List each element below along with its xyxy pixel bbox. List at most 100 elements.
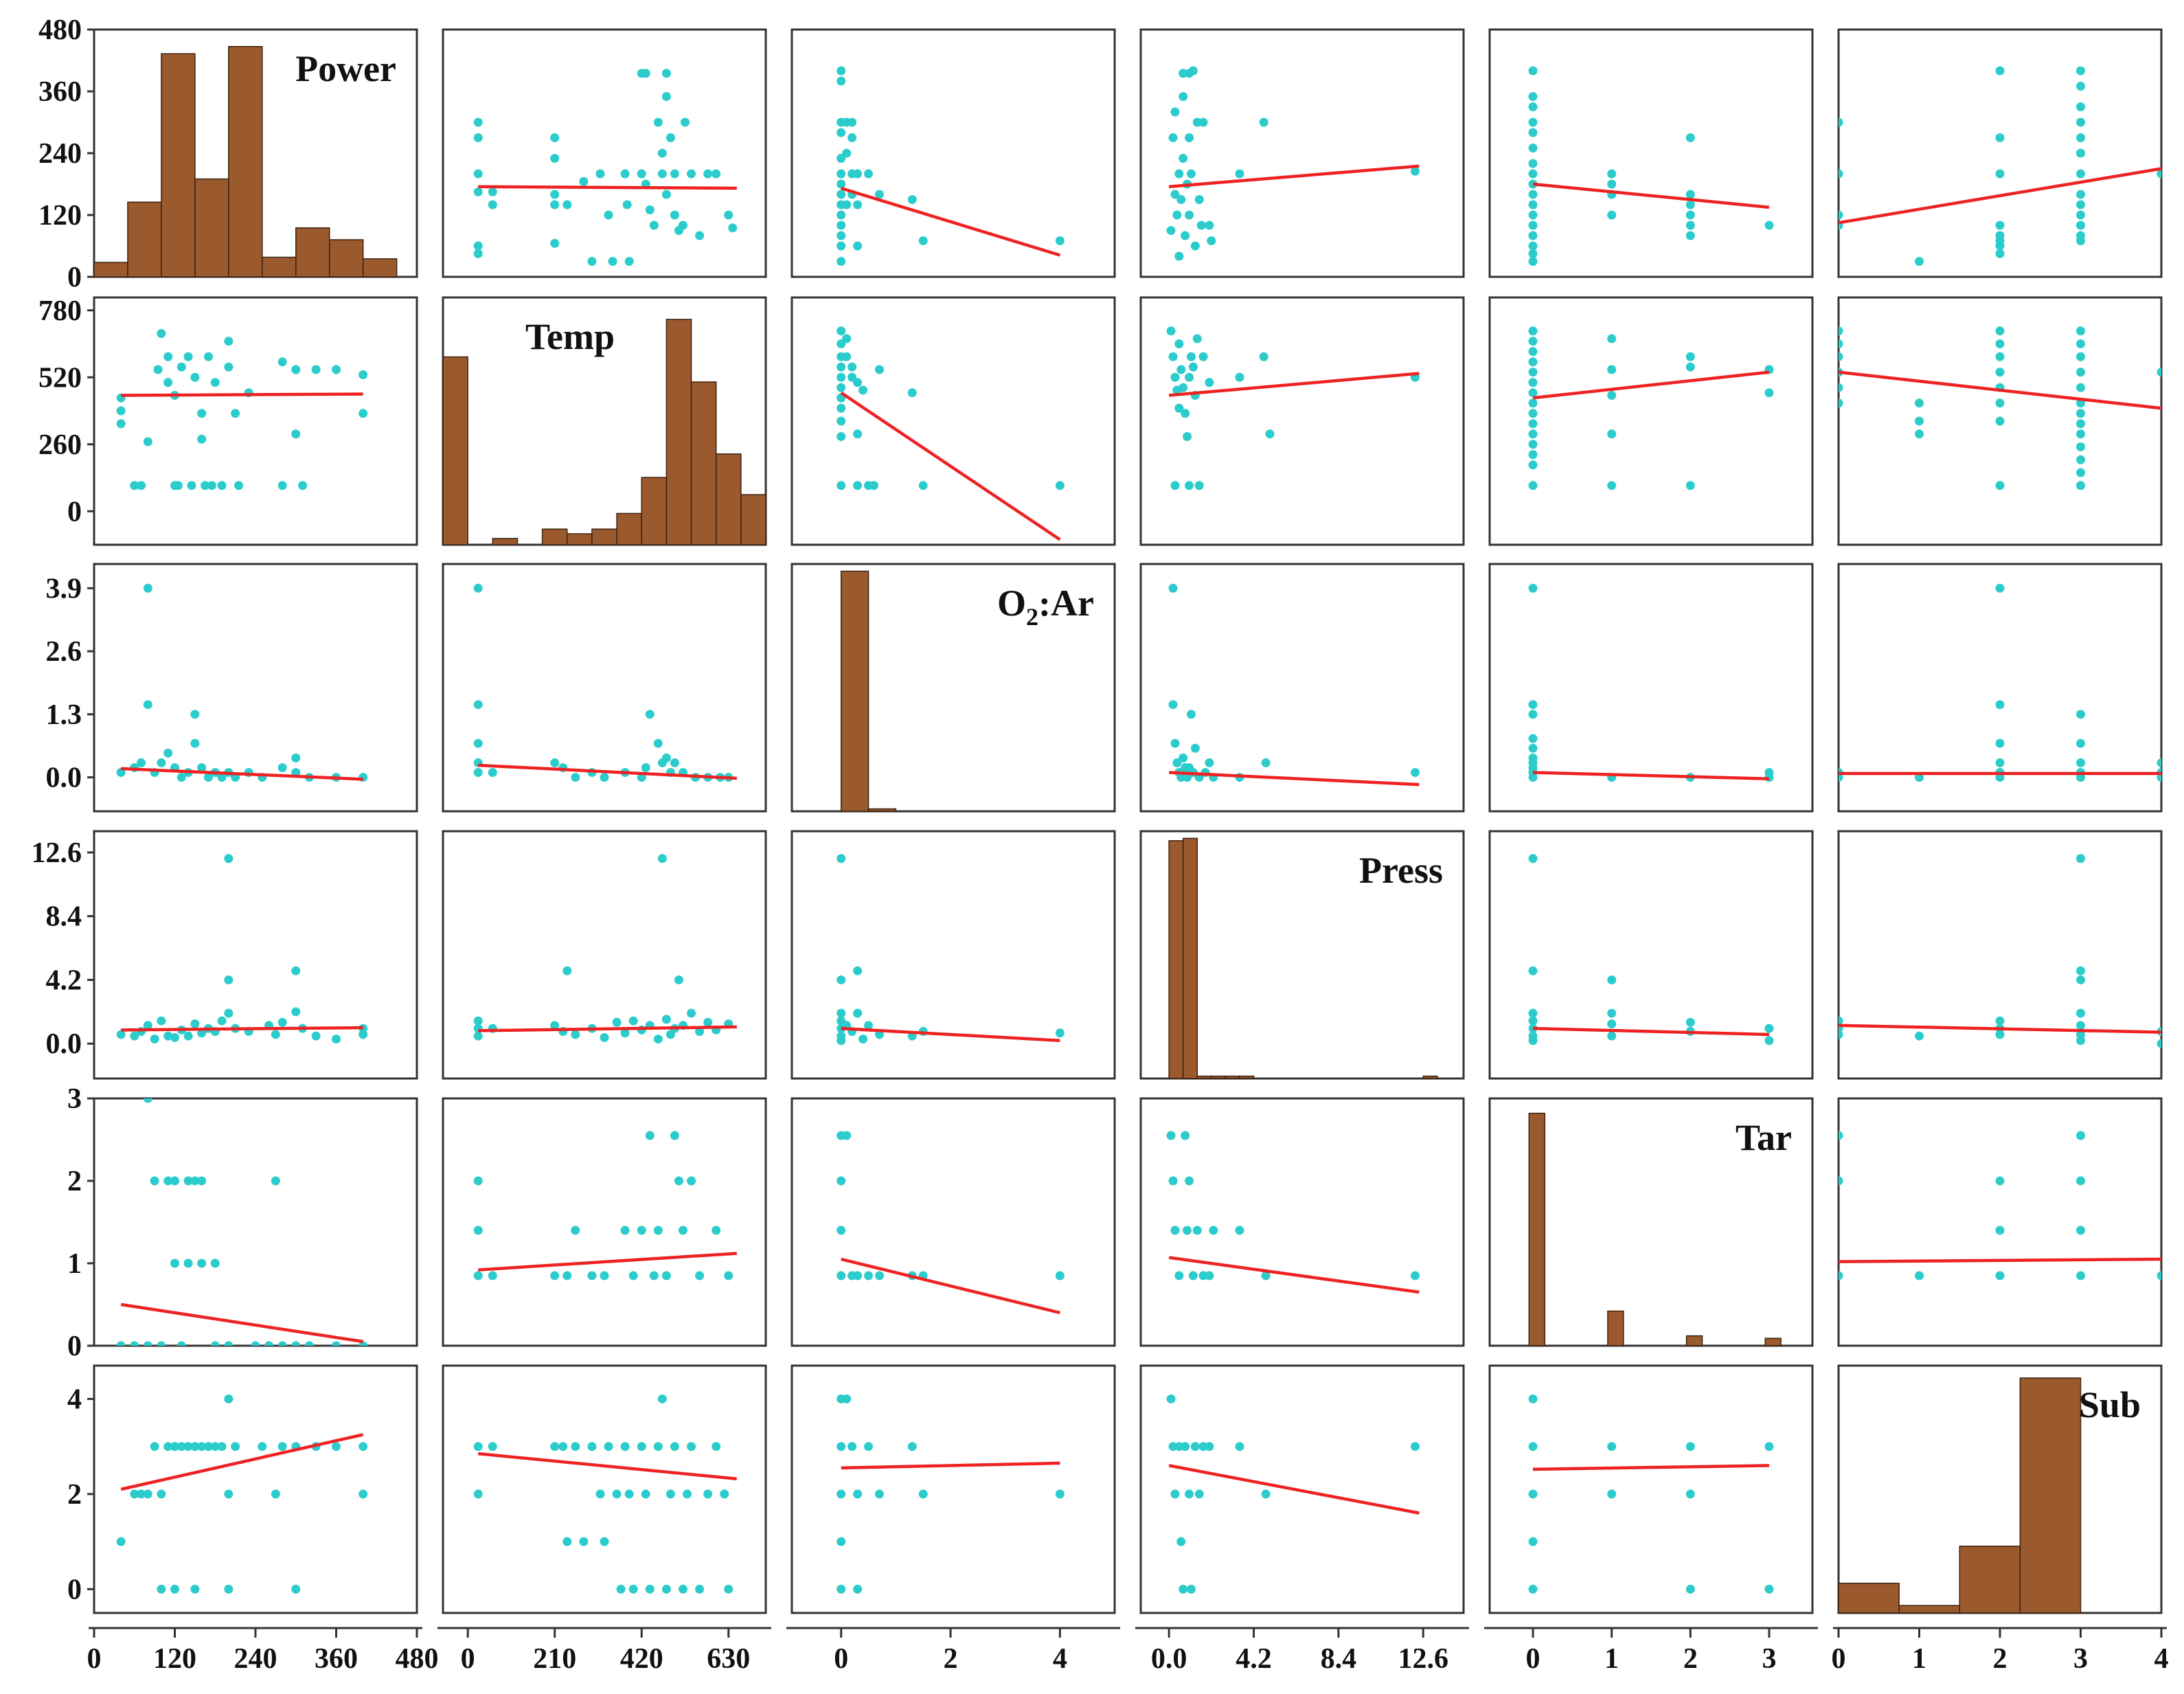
scatter-point xyxy=(657,854,667,863)
scatter-point xyxy=(1995,738,2005,748)
panel-Tar-vs-Temp xyxy=(442,1097,767,1347)
scatter-point xyxy=(653,1442,663,1452)
scatter-point xyxy=(224,854,234,863)
scatter-point xyxy=(1607,210,1617,220)
scatter-point xyxy=(2076,352,2085,361)
scatter-point xyxy=(1839,383,1843,392)
y-tick-label: 520 xyxy=(38,362,82,394)
regression-line xyxy=(1839,1024,2161,1034)
histogram-bar xyxy=(1225,1075,1240,1079)
scatter-point xyxy=(1607,169,1617,179)
scatter-point xyxy=(291,365,301,374)
scatter-point xyxy=(1528,210,1538,220)
scatter-point xyxy=(2157,1271,2161,1280)
scatter-point xyxy=(488,768,497,778)
scatter-point xyxy=(177,773,186,782)
scatter-point xyxy=(1607,1031,1617,1041)
histogram-bar xyxy=(616,512,642,545)
regression-line xyxy=(841,186,1060,257)
scatter-point xyxy=(2076,133,2085,142)
scatter-point xyxy=(848,362,857,372)
scatter-point xyxy=(177,1341,186,1346)
panel-frame xyxy=(93,296,418,546)
scatter-point xyxy=(1170,1226,1180,1235)
y-tick-label: 780 xyxy=(38,295,82,327)
scatter-point xyxy=(1174,403,1184,413)
scatter-point xyxy=(1839,773,1843,782)
scatter-point xyxy=(163,352,173,361)
scatter-point xyxy=(1528,966,1538,975)
scatter-point xyxy=(918,1489,928,1499)
scatter-point xyxy=(473,1031,483,1041)
scatter-point xyxy=(1185,133,1194,142)
scatter-point xyxy=(163,1176,173,1186)
scatter-point xyxy=(197,1442,207,1452)
regression-line xyxy=(1839,370,2161,410)
scatter-point xyxy=(628,1271,638,1280)
scatter-point xyxy=(703,1017,713,1027)
scatter-point xyxy=(1185,1176,1194,1186)
scatter-point xyxy=(130,1341,139,1346)
panel-O2:Ar-vs-Temp xyxy=(442,563,767,813)
scatter-point xyxy=(874,365,884,374)
scatter-point xyxy=(678,1584,687,1594)
y-tick-label: 2.6 xyxy=(46,636,82,668)
scatter-point xyxy=(550,1442,560,1452)
scatter-point xyxy=(695,1271,705,1280)
scatter-point xyxy=(157,1584,166,1594)
y-tick-label: 8.4 xyxy=(46,901,82,933)
panel-Press-vs-O2:Ar xyxy=(790,830,1116,1080)
scatter-point xyxy=(271,1176,280,1186)
variable-label-o2-ar: O2:Ar xyxy=(997,583,1094,631)
histogram-bar xyxy=(715,453,742,545)
scatter-point xyxy=(1261,758,1271,767)
scatter-point xyxy=(473,187,483,196)
panel-Press-vs-Power xyxy=(93,830,418,1080)
scatter-point xyxy=(183,1176,193,1186)
scatter-point xyxy=(1528,117,1538,127)
scatter-point xyxy=(1764,221,1774,230)
scatter-point xyxy=(864,1442,874,1452)
regression-line xyxy=(841,1461,1060,1470)
x-axis-press: 0.0 4.2 8.4 12.6 xyxy=(1135,1627,1469,1675)
scatter-point xyxy=(550,1271,560,1280)
regression-line xyxy=(1168,1256,1420,1294)
scatter-point xyxy=(1411,768,1420,778)
scatter-point xyxy=(1607,429,1617,439)
scatter-point xyxy=(595,1489,605,1499)
scatter-point xyxy=(1170,1489,1180,1499)
y-tick-label: 0.0 xyxy=(46,763,82,794)
histogram-bar xyxy=(228,46,263,278)
scatter-point xyxy=(653,738,663,748)
scatter-point xyxy=(1185,1489,1194,1499)
regression-line xyxy=(841,1257,1060,1315)
y-tick-label: 240 xyxy=(38,138,82,170)
regression-line xyxy=(120,1302,364,1344)
scatter-point xyxy=(1190,1442,1200,1452)
histogram-bar xyxy=(1959,1546,2021,1614)
scatter-point xyxy=(1179,92,1188,101)
scatter-point xyxy=(2076,409,2085,418)
scatter-point xyxy=(678,221,687,230)
scatter-point xyxy=(1198,352,1208,361)
scatter-point xyxy=(2076,455,2085,464)
scatter-point xyxy=(612,1017,622,1027)
scatter-point xyxy=(674,975,683,984)
scatter-point xyxy=(1995,583,2005,593)
histogram-bar xyxy=(295,227,330,278)
scatter-point xyxy=(1411,1271,1420,1280)
scatter-point xyxy=(670,1131,679,1140)
regression-line xyxy=(1533,1464,1769,1471)
histogram-bar xyxy=(1607,1310,1624,1346)
scatter-point xyxy=(1192,334,1202,343)
scatter-point xyxy=(1179,1584,1188,1594)
scatter-point xyxy=(674,1176,683,1186)
scatter-points xyxy=(1839,326,2161,490)
y-tick-label: 480 xyxy=(38,14,82,46)
x-tick-label: 4 xyxy=(1053,1643,1067,1675)
scatter-point xyxy=(837,1176,846,1186)
scatter-point xyxy=(661,190,671,199)
x-tick-label: 120 xyxy=(153,1643,196,1675)
scatter-point xyxy=(170,1584,179,1594)
